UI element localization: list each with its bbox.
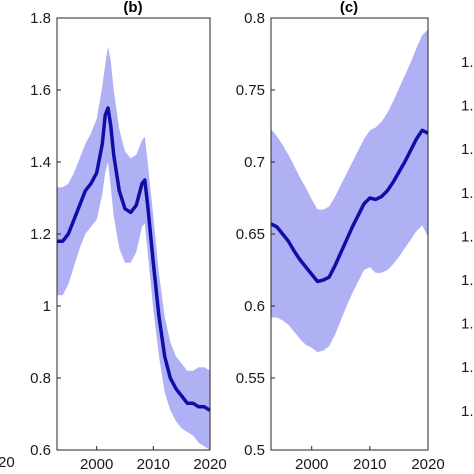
panel-c-series-path [270,128,429,284]
panel-b-y-tick-label: 0.6 [30,442,51,459]
panel-d-y-tick-label: 1. [461,316,474,333]
panel-d-y-tick-label: 1. [461,54,474,71]
panel-b-series-line [57,106,211,412]
panel-c-y-tick-label: 0.7 [244,154,265,171]
panel-b-band-area [57,46,210,451]
panel-c-y-ticks: 0.5 0.55 0.6 0.65 0.7 0.75 0.8 [236,10,275,459]
panel-d-y-tick-label: 1. [461,185,474,202]
panel-c-y-tick-label: 0.55 [236,370,265,387]
panel-b-x-ticks: 2000 2010 2020 [80,446,227,473]
panel-a: 20 [0,454,15,471]
panel-b-x-tick-label: 2000 [80,456,113,473]
panel-b-y-tick-label: 1.6 [30,82,51,99]
panel-c-x-tick-label: 2000 [295,456,328,473]
panel-b-title: (b) [123,0,142,16]
panel-c-y-tick-label: 0.5 [244,442,265,459]
panel-d-y-tick-label: 1. [461,403,474,420]
panel-b-y-tick-label: 1.2 [30,226,51,243]
panel-b-confidence-band [57,46,210,451]
panel-c-y-tick-label: 0.65 [236,226,265,243]
panel-c-confidence-band [271,29,428,353]
panel-c-x-ticks: 2000 2010 2020 [295,446,445,473]
panel-b-x-tick-label: 2010 [137,456,170,473]
panel-b: 0.6 0.8 1 1.2 1.4 1.6 1.8 2000 2010 2020 (b) [30,0,227,473]
panel-b-y-tick-label: 1.4 [30,154,51,171]
panel-d-y-tick-label: 1. [461,359,474,376]
panel-c-band-area [271,29,428,353]
panel-b-y-ticks: 0.6 0.8 1 1.2 1.4 1.6 1.8 [30,10,61,459]
panel-c-x-tick-label: 2020 [411,456,444,473]
panel-b-y-tick-label: 0.8 [30,370,51,387]
panel-c-y-tick-label: 0.6 [244,298,265,315]
panel-b-x-tick-label: 2020 [193,456,226,473]
panel-d-y-tick-label: 1. [461,98,474,115]
panel-b-y-tick-label: 1 [43,298,51,315]
panel-a-x-tick-label: 20 [0,454,15,471]
panel-c-title: (c) [340,0,358,16]
panel-d: 1. 1. 1. 1. 1. 1. 1. 1. 1. [461,54,474,420]
panel-b-series-path [57,106,211,412]
panel-c-y-tick-label: 0.75 [236,82,265,99]
panel-c-y-tick-label: 0.8 [244,10,265,27]
panel-b-y-tick-label: 1.8 [30,10,51,27]
panel-d-y-tick-label: 1. [461,141,474,158]
panel-c: 0.5 0.55 0.6 0.65 0.7 0.75 0.8 2000 2010 2020 (c… [236,0,445,473]
panel-c-series-line [270,128,429,284]
panel-d-y-tick-label: 1. [461,272,474,289]
panel-c-x-tick-label: 2010 [353,456,386,473]
panel-d-y-tick-label: 1. [461,228,474,245]
